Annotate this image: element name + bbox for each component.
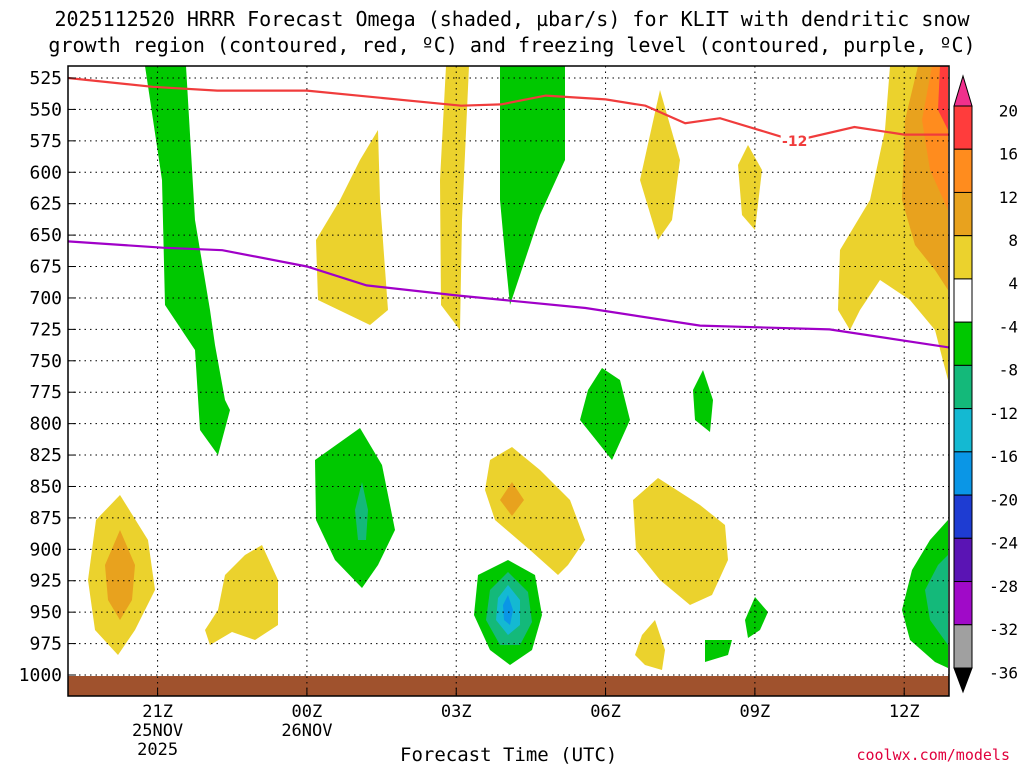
y-tick-label: 650	[29, 225, 62, 246]
colorbar-segment	[953, 148, 973, 193]
x-tick-label: 21Z	[142, 702, 173, 722]
y-tick-label: 825	[29, 445, 62, 466]
contour-line	[68, 76, 949, 142]
colorbar-segment	[953, 278, 973, 323]
x-tick-label: 00Z	[292, 702, 323, 722]
y-tick-label: 950	[29, 602, 62, 623]
omega-region-yellow	[316, 130, 388, 325]
colorbar-label: -32	[989, 620, 1018, 639]
y-tick-label: 725	[29, 319, 62, 340]
colorbar-segment	[953, 451, 973, 496]
omega-region-green	[693, 370, 713, 432]
colorbar-label: -28	[989, 577, 1018, 596]
y-tick-label: 900	[29, 539, 62, 560]
y-tick-label: 750	[29, 351, 62, 372]
omega-region-green	[902, 520, 948, 668]
omega-region-yellow	[633, 478, 728, 605]
colorbar-label: -16	[989, 447, 1018, 466]
contour-label-bg	[780, 131, 809, 148]
omega-shading	[88, 66, 948, 670]
colorbar-label: -20	[989, 490, 1018, 509]
y-axis: 525 550 575 600 625 650 675 700 725 750 775 800 825 8…	[19, 68, 76, 686]
colorbar-segment	[953, 581, 973, 626]
omega-region-green	[745, 597, 768, 638]
omega-region-green	[705, 640, 732, 662]
chart-title: 2025112520 HRRR Forecast Omega (shaded, …	[0, 6, 1024, 58]
y-tick-label: 700	[29, 288, 62, 309]
omega-region-yellow	[635, 620, 665, 670]
y-tick-label: 975	[29, 634, 62, 655]
y-tick-label: 800	[29, 414, 62, 435]
y-tick-label: 1000	[19, 665, 62, 686]
omega-region-yellow	[440, 66, 469, 330]
contour-line	[68, 240, 949, 349]
colorbar-segment	[953, 408, 973, 453]
credit-link[interactable]: coolwx.com/models	[856, 746, 1010, 764]
y-tick-label: 850	[29, 476, 62, 497]
colorbar-label: 8	[1008, 231, 1018, 250]
omega-region-red	[938, 66, 948, 130]
y-tick-label: 675	[29, 257, 62, 278]
title-line-2: growth region (contoured, red, ºC) and f…	[48, 33, 976, 57]
colorbar-label: -12	[989, 404, 1018, 423]
y-tick-label: 575	[29, 131, 62, 152]
colorbar-label: -8	[999, 361, 1018, 380]
contour-label: -12	[782, 134, 807, 150]
colorbar-label: 16	[999, 145, 1018, 164]
colorbar-segment	[953, 624, 973, 669]
y-tick-label: 775	[29, 382, 62, 403]
colorbar: 20 16 12 8 4 -4 -8 -12 -16 -20 -24 -28 -32 -36	[953, 74, 1018, 694]
title-line-1: 2025112520 HRRR Forecast Omega (shaded, …	[54, 7, 970, 31]
colorbar-label: -24	[989, 534, 1018, 553]
colorbar-segment	[953, 321, 973, 366]
colorbar-segment	[953, 235, 973, 280]
colorbar-label: 20	[999, 101, 1018, 120]
colorbar-segment	[953, 74, 973, 107]
x-tick-year: 2025	[137, 740, 178, 760]
colorbar-segment	[953, 494, 973, 539]
colorbar-label: 12	[999, 188, 1018, 207]
plot-frame	[67, 65, 950, 697]
x-tick-label: 06Z	[590, 702, 621, 722]
omega-region-green	[500, 66, 565, 305]
colorbar-segment	[953, 667, 973, 694]
y-tick-label: 625	[29, 194, 62, 215]
x-tick-label: 09Z	[740, 702, 771, 722]
colorbar-label: 4	[1008, 274, 1018, 293]
colorbar-label: -36	[989, 663, 1018, 682]
x-tick-date: 25NOV	[132, 721, 183, 741]
omega-region-orange	[500, 482, 524, 516]
omega-region-orange	[105, 530, 135, 620]
omega-region-green	[580, 368, 630, 460]
colorbar-segment	[953, 105, 973, 150]
omega-region-green	[145, 66, 230, 455]
colorbar-segment	[953, 364, 973, 410]
omega-region-yellow	[485, 447, 585, 575]
colorbar-segment	[953, 191, 973, 237]
y-tick-label: 550	[29, 99, 62, 120]
y-tick-label: 925	[29, 571, 62, 592]
x-tick-date: 26NOV	[281, 721, 332, 741]
omega-region-yellow	[205, 545, 278, 645]
omega-region-yellow	[738, 145, 762, 230]
omega-region-green	[315, 428, 395, 588]
y-tick-label: 875	[29, 508, 62, 529]
omega-region-cyan	[355, 482, 368, 540]
omega-region-yellow	[640, 90, 680, 240]
colorbar-label: -4	[999, 317, 1018, 336]
colorbar-segment	[953, 537, 973, 583]
y-tick-label: 600	[29, 162, 62, 183]
y-tick-label: 525	[29, 68, 62, 89]
grid	[68, 66, 949, 696]
omega-region-cyan	[925, 555, 948, 645]
ground-terrain	[68, 676, 949, 696]
omega-region-blue	[503, 595, 513, 625]
x-axis-label: Forecast Time (UTC)	[400, 744, 618, 766]
x-tick-label: 12Z	[889, 702, 920, 722]
x-tick-label: 03Z	[441, 702, 472, 722]
